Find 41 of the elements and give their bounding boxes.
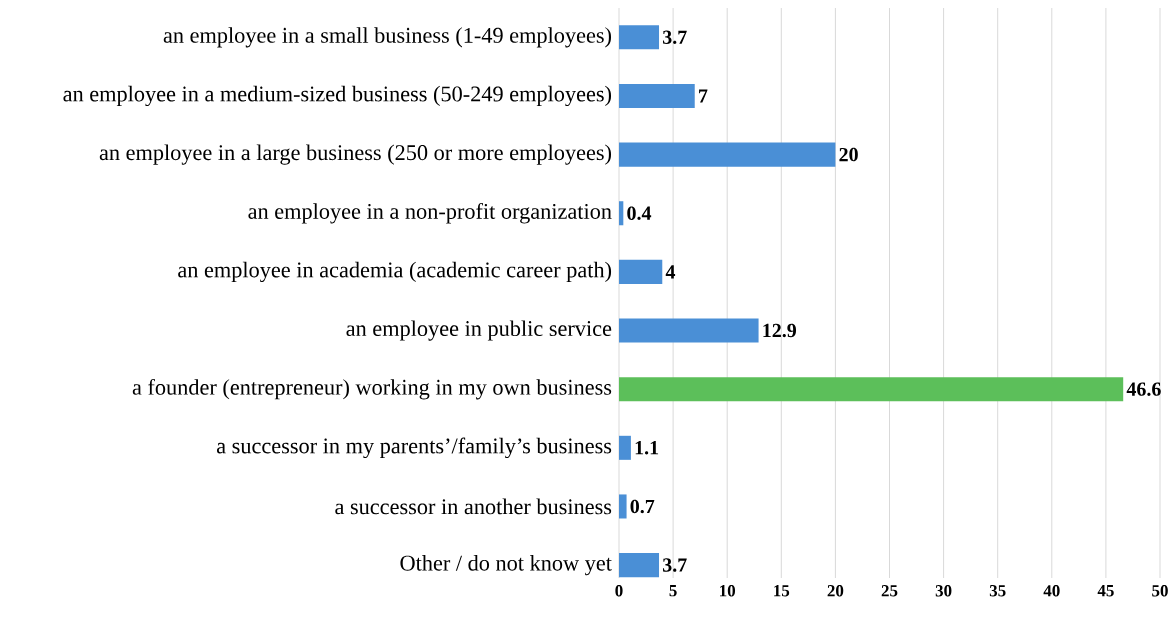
y-tick-label: an employee in a large business (250 or more employees): [99, 144, 612, 165]
y-tick-label: a founder (entrepreneur) working in my own business: [132, 378, 612, 400]
y-tick-label: an employee in public service: [346, 320, 612, 341]
x-tick-label: 20: [827, 585, 844, 597]
x-tick-label: 5: [669, 585, 677, 597]
data-label: 46.6: [1126, 382, 1161, 396]
x-tick-label: 15: [774, 585, 790, 597]
x-tick-label: 40: [1043, 585, 1060, 597]
bar: [618, 435, 631, 460]
y-tick-label: a successor in another business: [335, 498, 612, 515]
x-tick-label: 25: [881, 585, 898, 597]
y-tick-label: an employee in a small business (1-49 employees): [163, 27, 611, 48]
data-label: 20: [839, 147, 858, 162]
y-tick-label: an employee in a non-profit organization: [248, 202, 612, 224]
data-label: 7: [699, 89, 708, 103]
x-tick-label: 35: [989, 585, 1006, 597]
x-tick-label: 45: [1097, 585, 1114, 597]
data-label: 1.1: [635, 441, 659, 455]
bar: [618, 142, 836, 167]
data-label: 0.4: [627, 206, 652, 221]
bar: [618, 25, 660, 50]
x-tick-label: 0: [615, 585, 623, 597]
y-tick-label: an employee in a medium-sized business (50-249 employees): [63, 85, 612, 107]
bar: [618, 201, 624, 226]
y-tick-label: a successor in my parents’/family’s business: [216, 437, 612, 459]
data-label: 3.7: [662, 30, 687, 45]
data-label: 4: [665, 265, 676, 279]
x-tick-label: 50: [1152, 585, 1168, 597]
y-tick-label: Other / do not know yet: [400, 554, 612, 576]
bar: [618, 318, 759, 343]
x-tick-label: 10: [720, 585, 736, 597]
data-label: 12.9: [763, 323, 797, 338]
bar: [618, 494, 627, 519]
y-tick-label: an employee in academia (academic career path): [178, 261, 612, 283]
bar: [618, 259, 663, 284]
data-label: 0.7: [630, 499, 655, 514]
x-tick-label: 30: [935, 585, 952, 597]
data-label: 3.7: [662, 558, 687, 572]
bar: [618, 553, 660, 578]
bar: [618, 83, 695, 108]
bar: [618, 377, 1124, 402]
